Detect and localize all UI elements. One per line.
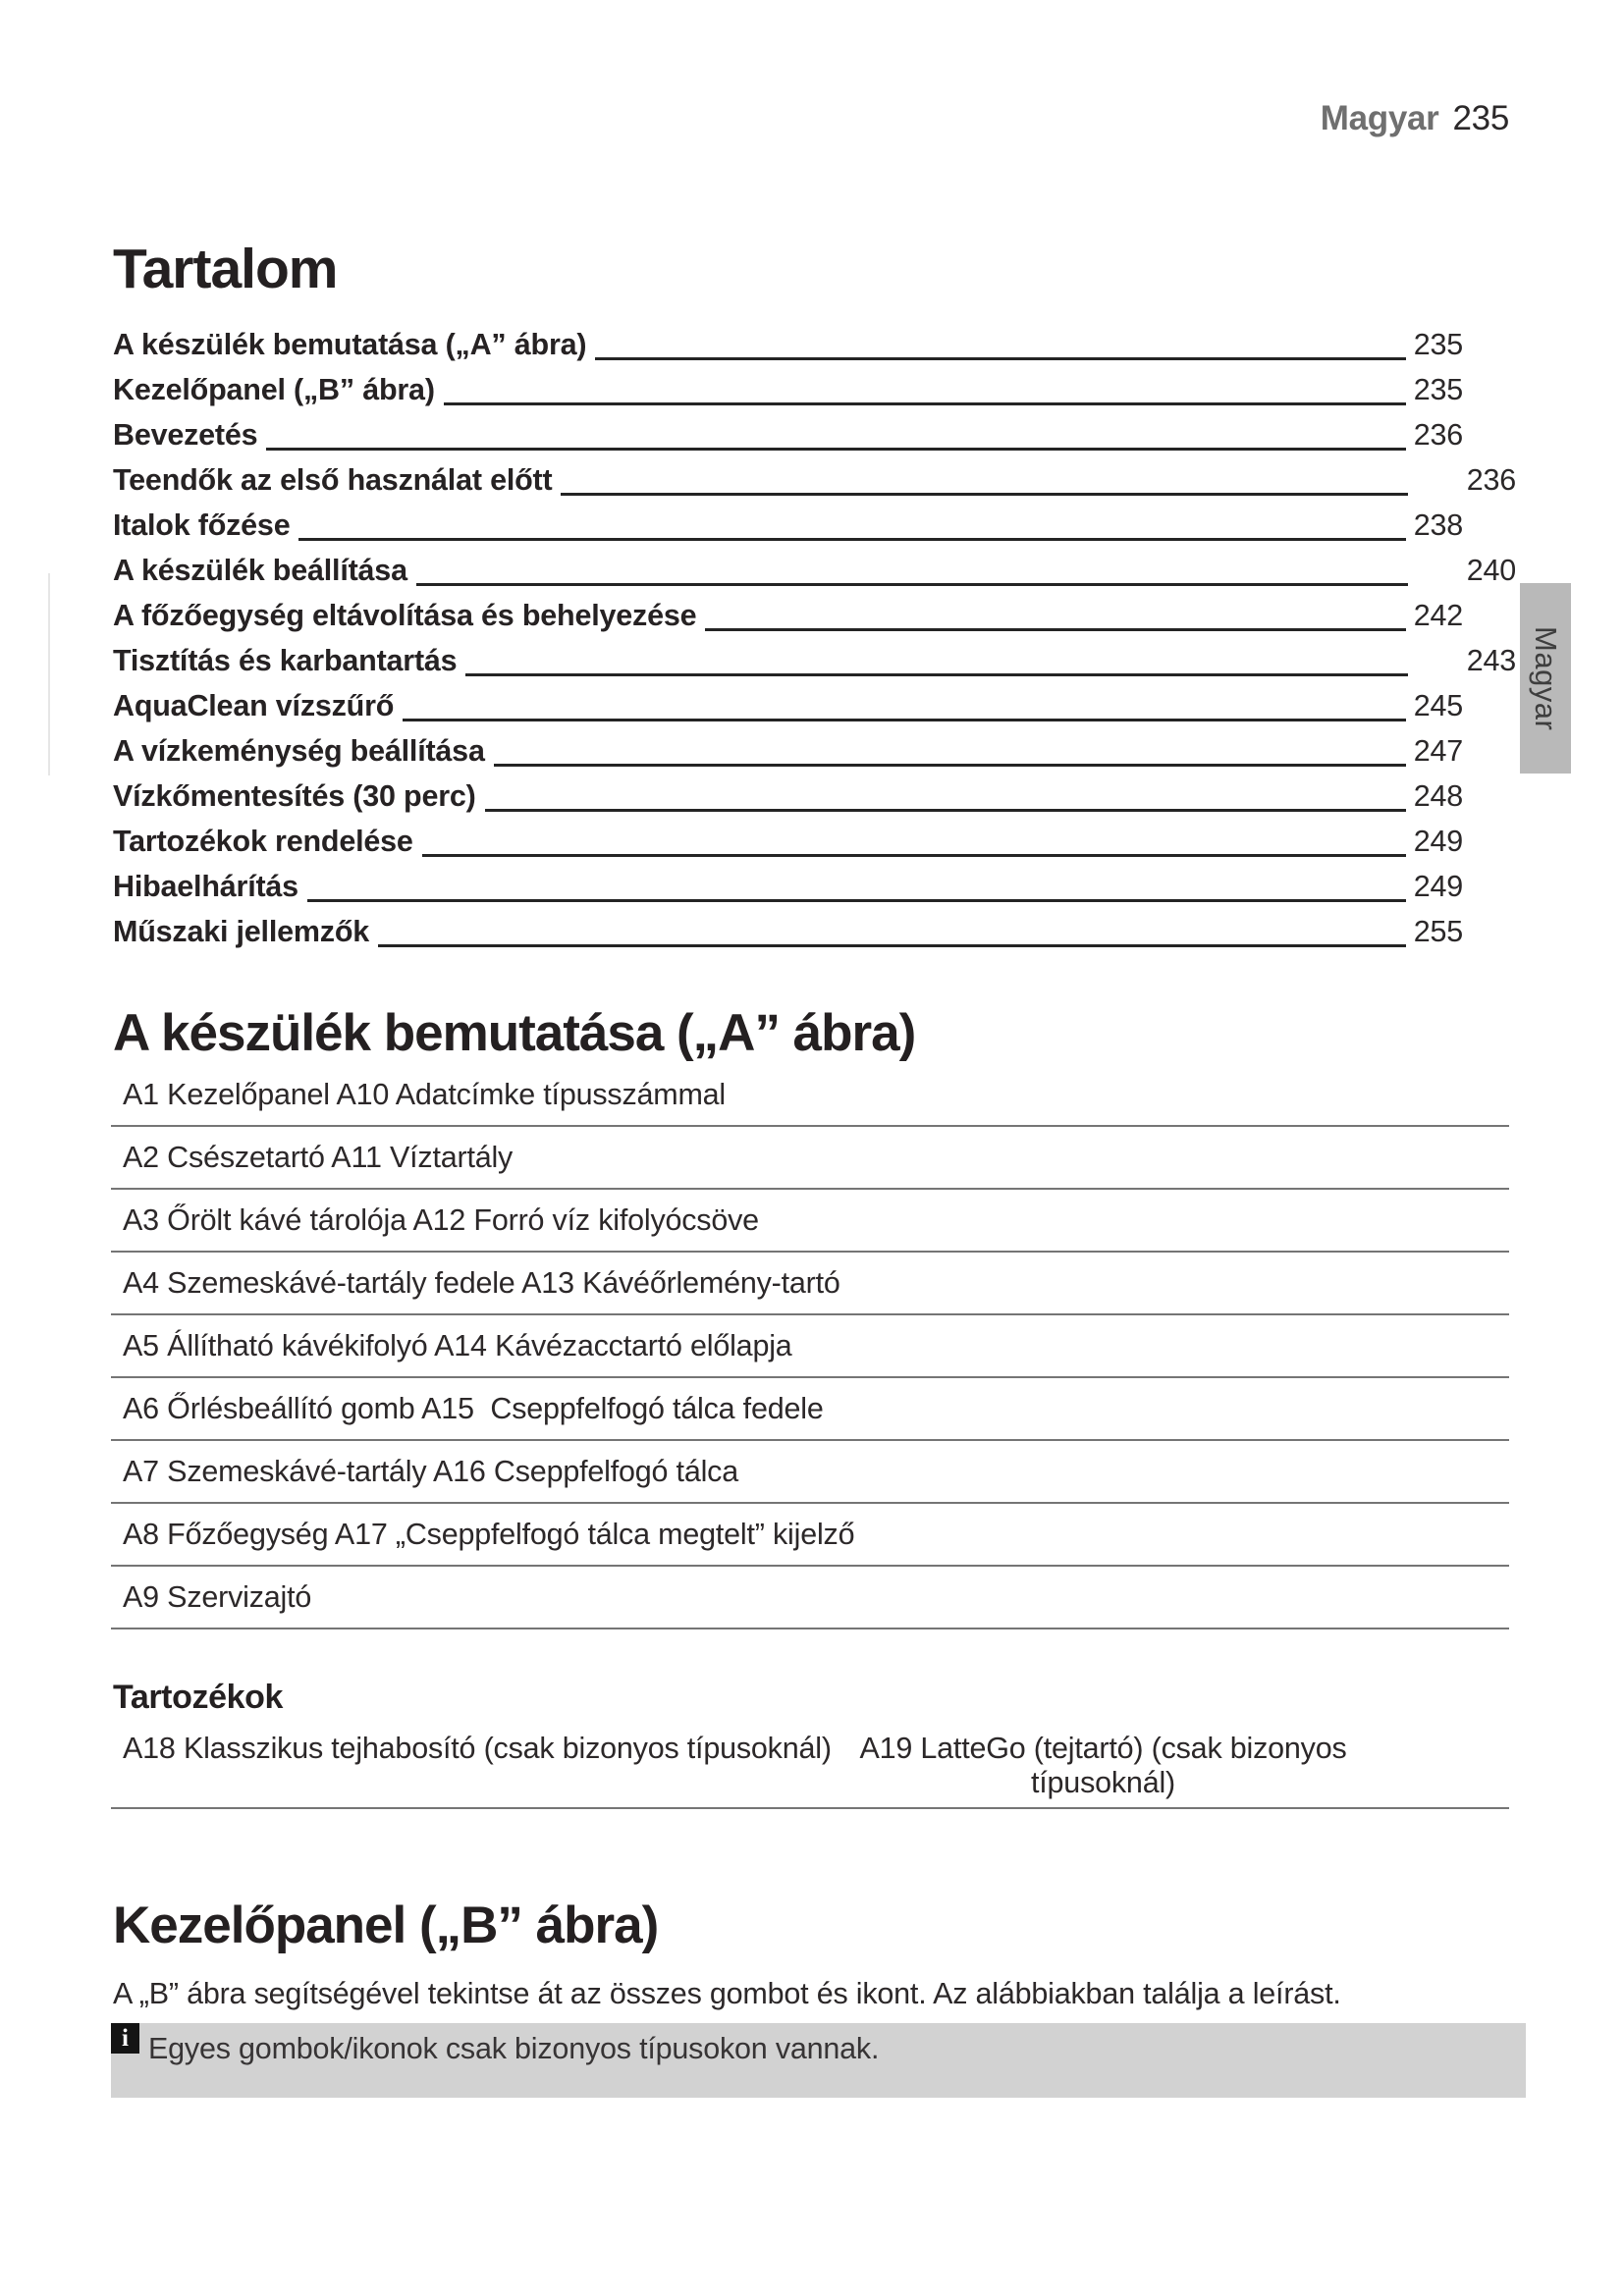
language-side-tab: Magyar <box>1520 583 1571 774</box>
toc-entry-page: 238 <box>1405 507 1463 543</box>
toc-entry: AquaClean vízszűrő 245 <box>113 683 1463 728</box>
toc-entry-label: A készülék bemutatása („A” ábra) <box>113 327 596 362</box>
toc-entry: Vízkőmentesítés (30 perc) 248 <box>113 774 1463 819</box>
toc-entry-label: Tartozékok rendelése <box>113 824 422 859</box>
toc-entry: Műszaki jellemzők 255 <box>113 909 1463 954</box>
toc-entry-page: 247 <box>1405 733 1463 769</box>
device-part-row: A9 Szervizajtó <box>111 1567 1509 1629</box>
toc-entry-label: A készülék beállítása <box>113 553 416 588</box>
accessory-item: A18 Klasszikus tejhabosító (csak bizonyo… <box>123 1732 832 1765</box>
info-icon: i <box>111 2023 139 2054</box>
toc-entry: Kezelőpanel („B” ábra) 235 <box>113 367 1463 412</box>
side-tab-label: Magyar <box>1529 625 1563 731</box>
device-part-row: A1 Kezelőpanel A10 Adatcímke típusszámma… <box>111 1064 1509 1127</box>
panel-intro-text: A „B” ábra segítségével tekintse át az ö… <box>113 1977 1341 2010</box>
toc-entry-label: Hibaelhárítás <box>113 869 307 904</box>
toc-entry-label: Kezelőpanel („B” ábra) <box>113 372 444 407</box>
toc-entry-page: 236 <box>1405 417 1463 453</box>
accessories-title: Tartozékok <box>113 1679 283 1716</box>
panel-section-title: Kezelőpanel („B” ábra) <box>113 1896 659 1954</box>
accessory-item: A19 LatteGo (tejtartó) (csak bizonyos tí… <box>859 1732 1347 1799</box>
toc-entry-page: 249 <box>1405 869 1463 904</box>
toc-entry-label: Italok főzése <box>113 507 299 543</box>
toc-entry: A készülék beállítása 240 <box>113 548 1516 593</box>
header-page-number: 235 <box>1452 99 1510 137</box>
toc-entry-page: 236 <box>1458 462 1516 498</box>
device-part-row: A7 Szemeskávé-tartály A16 Cseppfelfogó t… <box>111 1441 1509 1504</box>
toc-entry-label: Tisztítás és karbantartás <box>113 643 466 678</box>
toc-entry: A főzőegység eltávolítása és behelyezése… <box>113 593 1463 638</box>
toc-entry-label: AquaClean vízszűrő <box>113 688 404 723</box>
toc-entry: Hibaelhárítás 249 <box>113 864 1463 909</box>
toc-entry-page: 249 <box>1405 824 1463 859</box>
toc-entry-label: Teendők az első használat előtt <box>113 462 562 498</box>
header-language-label: Magyar <box>1320 99 1439 137</box>
toc-entry-label: A főzőegység eltávolítása és behelyezése <box>113 598 706 633</box>
toc-entry-label: Bevezetés <box>113 417 267 453</box>
toc-entry-label: A vízkeménység beállítása <box>113 733 494 769</box>
toc-entry-page: 235 <box>1405 327 1463 362</box>
accessories-table: A18 Klasszikus tejhabosító (csak bizonyo… <box>111 1732 1509 1809</box>
info-note-box: i Egyes gombok/ikonok csak bizonyos típu… <box>111 2023 1526 2098</box>
device-part-row: A4 Szemeskávé-tartály fedele A13 Kávéőrl… <box>111 1253 1509 1315</box>
info-note-text: Egyes gombok/ikonok csak bizonyos típuso… <box>148 2032 880 2065</box>
toc-entry-page: 255 <box>1405 914 1463 949</box>
toc-entry-page: 248 <box>1405 778 1463 814</box>
toc-entry-label: Műszaki jellemzők <box>113 914 379 949</box>
scan-edge-artifact <box>48 573 50 775</box>
toc-entry-page: 243 <box>1458 643 1516 678</box>
device-parts-table: A1 Kezelőpanel A10 Adatcímke típusszámma… <box>111 1064 1509 1629</box>
table-of-contents: A készülék bemutatása („A” ábra) 235 Keze… <box>113 322 1516 954</box>
device-part-row: A2 Csészetartó A11 Víztartály <box>111 1127 1509 1190</box>
toc-title: Tartalom <box>113 238 339 300</box>
toc-entry-page: 235 <box>1405 372 1463 407</box>
device-part-row: A6 Őrlésbeállító gomb A15 Cseppfelfogó t… <box>111 1378 1509 1441</box>
running-header: Magyar 235 <box>1320 99 1510 137</box>
toc-entry: A vízkeménység beállítása 247 <box>113 728 1463 774</box>
device-part-row: A3 Őrölt kávé tárolója A12 Forró víz kif… <box>111 1190 1509 1253</box>
page-content: Tartalom A készülék bemutatása („A” ábra… <box>111 0 1526 2098</box>
device-part-row: A8 Főzőegység A17 „Cseppfelfogó tálca me… <box>111 1504 1509 1567</box>
toc-entry-page: 240 <box>1458 553 1516 588</box>
toc-entry: Tartozékok rendelése 249 <box>113 819 1463 864</box>
toc-entry-label: Vízkőmentesítés (30 perc) <box>113 778 485 814</box>
toc-entry: Teendők az első használat előtt 236 <box>113 457 1516 503</box>
device-section-title: A készülék bemutatása („A” ábra) <box>113 1004 916 1062</box>
toc-entry-page: 242 <box>1405 598 1463 633</box>
toc-entry-page: 245 <box>1405 688 1463 723</box>
toc-entry: Italok főzése 238 <box>113 503 1463 548</box>
toc-entry: Bevezetés 236 <box>113 412 1463 457</box>
toc-entry: Tisztítás és karbantartás 243 <box>113 638 1516 683</box>
device-part-row: A5 Állítható kávékifolyó A14 Kávézacctar… <box>111 1315 1509 1378</box>
toc-entry: A készülék bemutatása („A” ábra) 235 <box>113 322 1463 367</box>
